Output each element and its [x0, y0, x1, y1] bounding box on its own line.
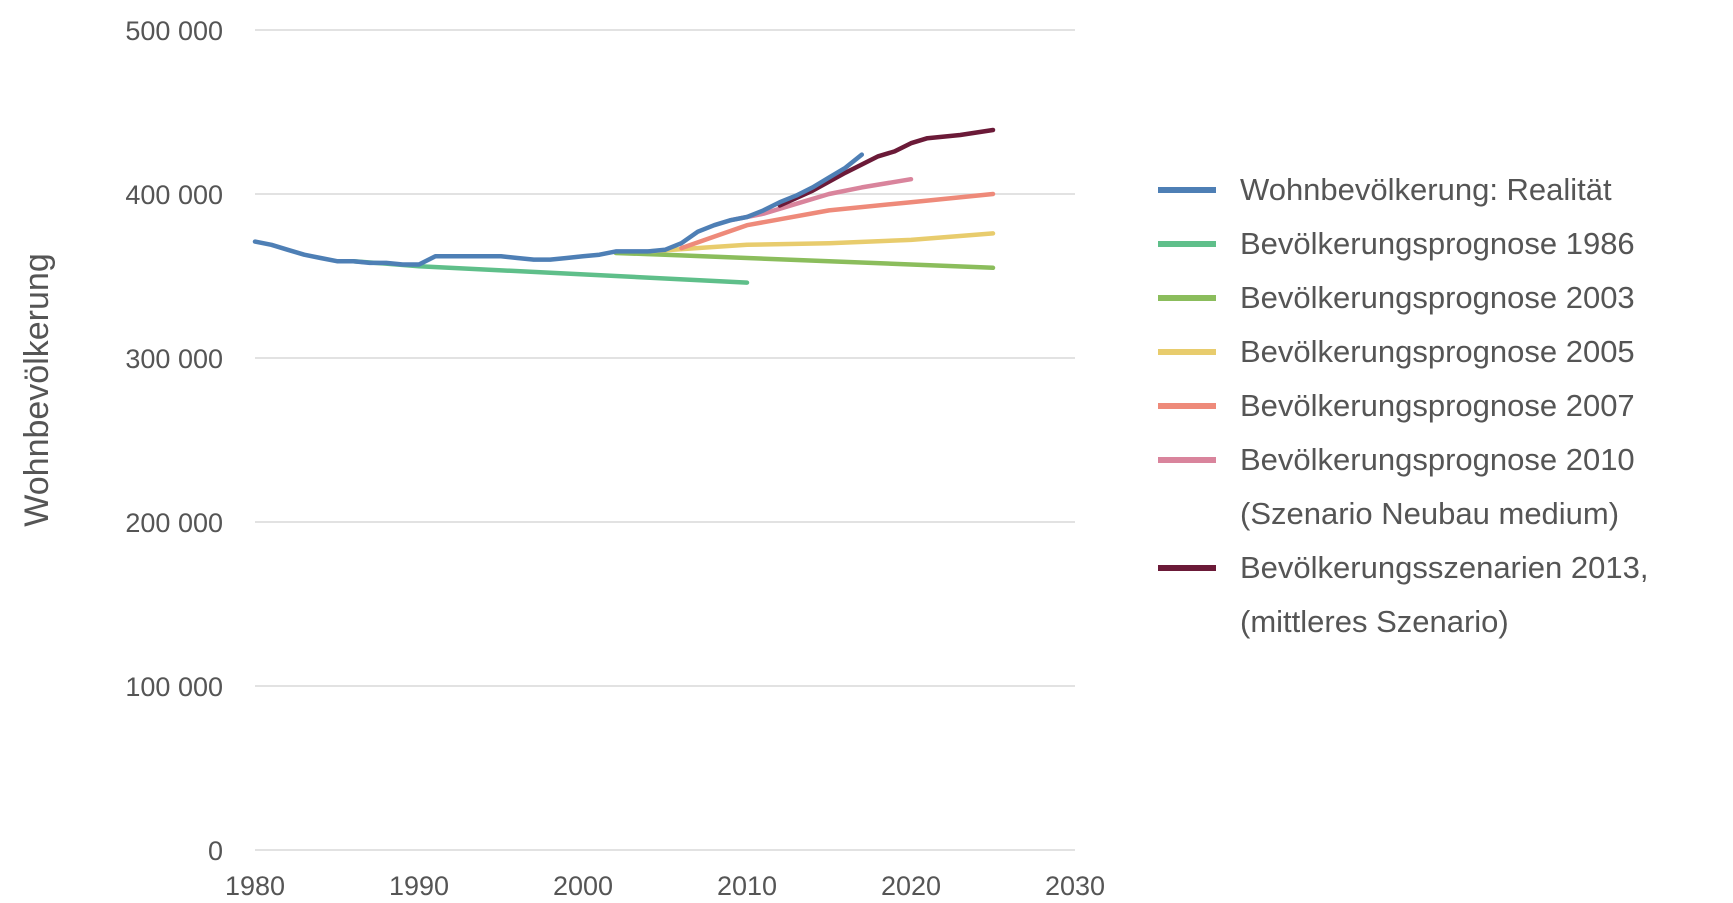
legend-item-p2005: Bevölkerungsprognose 2005 — [1158, 334, 1635, 369]
legend-item-p2010: Bevölkerungsprognose 2010 (Szenario Neuba… — [1158, 442, 1635, 531]
x-tick-label: 1990 — [389, 871, 449, 901]
legend-label: Bevölkerungsszenarien 2013, — [1240, 550, 1648, 585]
x-tick-label: 1980 — [225, 871, 285, 901]
series-line-s2013 — [777, 127, 996, 208]
series-line-p2007 — [679, 191, 996, 251]
series-lines — [252, 127, 996, 285]
y-tick-label: 200 000 — [125, 508, 223, 538]
x-tick-label: 2010 — [717, 871, 777, 901]
y-tick-label: 100 000 — [125, 672, 223, 702]
legend-label: Bevölkerungsprognose 2003 — [1240, 280, 1635, 315]
y-axis-ticks: 0 100 000 200 000 300 000 400 000 500 000 — [125, 16, 223, 866]
legend-label: Bevölkerungsprognose 2010 — [1240, 442, 1635, 477]
x-tick-label: 2000 — [553, 871, 613, 901]
legend-label: (mittleres Szenario) — [1240, 604, 1509, 639]
x-axis-ticks: 1980 1990 2000 2010 2020 2030 — [225, 871, 1105, 901]
y-axis-label: Wohnbevölkerung — [18, 253, 56, 526]
legend-item-reality: Wohnbevölkerung: Realität — [1158, 172, 1612, 207]
x-tick-label: 2020 — [881, 871, 941, 901]
legend-label: Bevölkerungsprognose 2005 — [1240, 334, 1635, 369]
y-tick-label: 0 — [208, 836, 223, 866]
legend-label: Bevölkerungsprognose 1986 — [1240, 226, 1635, 261]
y-tick-label: 300 000 — [125, 344, 223, 374]
legend-label: Bevölkerungsprognose 2007 — [1240, 388, 1635, 423]
y-tick-label: 400 000 — [125, 180, 223, 210]
series-line-reality — [252, 152, 865, 267]
gridlines — [255, 29, 1075, 851]
legend-item-p1986: Bevölkerungsprognose 1986 — [1158, 226, 1635, 261]
legend: Wohnbevölkerung: Realität Bevölkerungspro… — [1158, 172, 1648, 639]
legend-item-p2007: Bevölkerungsprognose 2007 — [1158, 388, 1635, 423]
series-line-p2003 — [613, 250, 996, 271]
legend-item-p2003: Bevölkerungsprognose 2003 — [1158, 280, 1635, 315]
legend-item-s2013: Bevölkerungsszenarien 2013, (mittleres Sz… — [1158, 550, 1648, 639]
x-tick-label: 2030 — [1045, 871, 1105, 901]
legend-label: (Szenario Neubau medium) — [1240, 496, 1619, 531]
y-tick-label: 500 000 — [125, 16, 223, 46]
series-line-p2005 — [646, 231, 996, 254]
legend-label: Wohnbevölkerung: Realität — [1240, 172, 1612, 207]
